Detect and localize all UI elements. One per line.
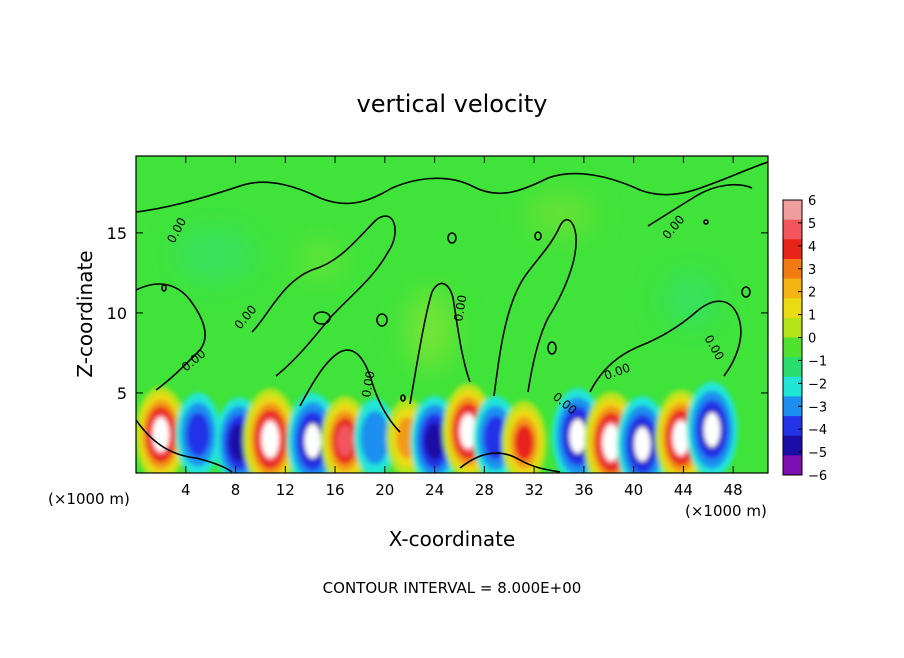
colorbar-band: [783, 258, 802, 280]
colorbar-band: [783, 337, 802, 358]
colorbar-band: [783, 376, 802, 397]
plot-area: 0.00 0.00 0.00 0.00 0.00 0.00 0.00 0.00 …: [136, 156, 768, 473]
colorbar-tick-label: −1: [808, 354, 827, 369]
colorbar-band: [783, 298, 802, 319]
velocity-cell: [175, 392, 221, 473]
x-tick-label: 40: [624, 481, 643, 499]
x-unit-left: (×1000 m): [48, 490, 130, 508]
chart-title: vertical velocity: [357, 90, 548, 118]
x-tick-label: 20: [375, 481, 394, 499]
colorbar-tick-label: 0: [808, 332, 816, 347]
x-tick-label: 24: [425, 481, 444, 499]
x-tick-label: 28: [475, 481, 494, 499]
zero-contours: [136, 161, 768, 473]
plot-frame: [135, 155, 769, 474]
x-tick-label: 32: [525, 481, 544, 499]
colorbar-band: [783, 357, 802, 378]
colorbar-tick-label: −5: [808, 446, 827, 461]
contour-interval: CONTOUR INTERVAL = 8.000E+00: [323, 579, 582, 597]
colorbar-band: [783, 416, 802, 437]
background-haze: [175, 193, 718, 370]
x-tick-label: 44: [674, 481, 693, 499]
x-axis: 4 8 12 16 20 24 28 32 36 40 44 48: [181, 156, 743, 499]
x-tick-label: 8: [231, 481, 241, 499]
x-tick-label: 4: [181, 481, 191, 499]
y-tick-label: 15: [107, 224, 127, 243]
colorbar-tick-label: 6: [808, 194, 816, 209]
colorbar-tick-label: −3: [808, 400, 827, 415]
colorbar-band: [783, 455, 802, 476]
colorbar-band: [783, 435, 802, 456]
y-axis: 5 10 15: [107, 224, 768, 403]
colorbar-band: [783, 239, 802, 260]
colorbar-tick-label: 5: [808, 217, 816, 232]
y-axis-label: Z-coordinate: [73, 250, 97, 377]
velocity-cell: [686, 381, 738, 473]
x-axis-label: X-coordinate: [389, 527, 516, 551]
y-tick-label: 5: [117, 384, 127, 403]
velocity-cells: [136, 381, 738, 473]
x-tick-label: 16: [326, 481, 345, 499]
colorbar: 6 5 4 3 2 1 0 −1 −2 −3 −4 −5 −6: [782, 194, 827, 484]
colorbar-tick-label: −4: [808, 423, 827, 438]
y-tick-label: 10: [107, 304, 127, 323]
colorbar-tick-label: −2: [808, 377, 827, 392]
velocity-cell: [243, 388, 298, 473]
colorbar-band: [783, 219, 802, 240]
colorbar-band: [783, 278, 802, 299]
velocity-cell: [616, 396, 668, 473]
colorbar-band: [783, 396, 802, 417]
x-tick-label: 36: [574, 481, 593, 499]
velocity-cell: [136, 386, 187, 473]
velocity-cell: [501, 400, 547, 473]
colorbar-band: [783, 317, 802, 338]
colorbar-tick-label: 4: [808, 240, 816, 255]
x-unit-right: (×1000 m): [685, 502, 767, 520]
contour-label: 0.00: [359, 370, 377, 399]
colorbar-tick-label: 3: [808, 263, 816, 278]
velocity-cell: [354, 398, 396, 473]
x-tick-label: 48: [724, 481, 743, 499]
x-tick-label: 12: [276, 481, 295, 499]
colorbar-tick-label: 1: [808, 309, 816, 324]
contour-label: 0.00: [451, 294, 469, 323]
colorbar-tick-label: 2: [808, 286, 816, 301]
colorbar-tick-label: −6: [808, 469, 827, 484]
colorbar-band: [783, 200, 802, 221]
